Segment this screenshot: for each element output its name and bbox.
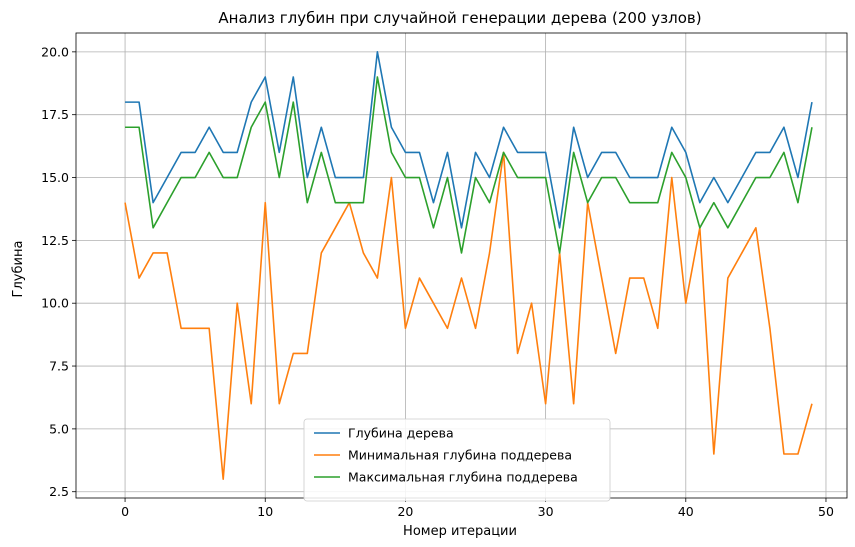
y-tick-label: 5.0 — [49, 421, 69, 436]
grid — [76, 33, 847, 498]
y-tick-label: 15.0 — [41, 170, 69, 185]
legend-label: Глубина дерева — [348, 426, 454, 441]
y-axis-title: Глубина — [11, 241, 26, 298]
series-line-2 — [124, 151, 813, 480]
y-tick-label: 12.5 — [41, 233, 69, 248]
y-tick-label: 20.0 — [41, 44, 69, 59]
x-tick-label: 30 — [538, 504, 554, 519]
legend-label: Минимальная глубина поддерева — [348, 448, 572, 463]
x-tick-label: 40 — [678, 504, 694, 519]
x-tick-label: 20 — [397, 504, 413, 519]
x-tick-label: 0 — [121, 504, 129, 519]
chart-title: Анализ глубин при случайной генерации де… — [218, 9, 701, 27]
axis-ticks: 0 10 20 30 40 50 2.5 5.0 7.5 10.0 12.5 15.0 17.5 20.0 — [41, 44, 834, 519]
y-tick-label: 2.5 — [49, 484, 69, 499]
y-tick-label: 7.5 — [49, 359, 69, 374]
series-line-3 — [125, 76, 813, 254]
y-tick-label: 10.0 — [41, 296, 69, 311]
x-tick-label: 50 — [818, 504, 834, 519]
x-axis-title: Номер итерации — [403, 524, 517, 539]
series-line-1 — [125, 51, 813, 229]
legend-label: Максимальная глубина поддерева — [348, 470, 578, 485]
legend: Глубина дерева Минимальная глубина поддер… — [303, 418, 611, 502]
plot-series — [124, 51, 813, 480]
x-tick-label: 10 — [257, 504, 273, 519]
legend-box — [303, 418, 611, 502]
y-tick-label: 17.5 — [41, 107, 69, 122]
